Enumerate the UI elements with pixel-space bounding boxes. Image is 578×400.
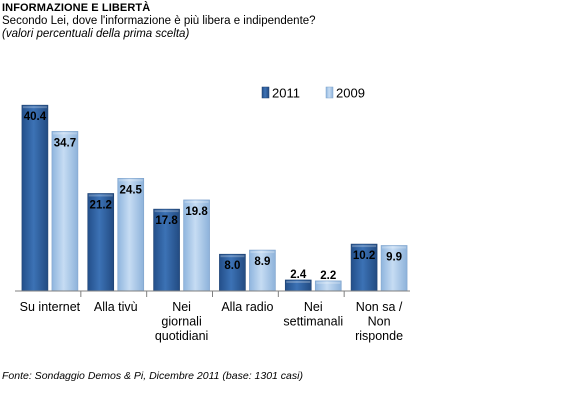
bar-highlight — [220, 255, 245, 258]
category-label-line: Non — [368, 315, 391, 329]
category-label-line: Nei — [172, 300, 191, 314]
category-label-line: quotidiani — [155, 329, 209, 343]
chart-subtitle: Secondo Lei, dove l'informazione è più l… — [2, 15, 316, 27]
legend-swatch-2009 — [325, 86, 334, 99]
category-label-line: settimanali — [283, 315, 343, 329]
category-label-2: Nei giornali quotidiani — [155, 300, 209, 343]
value-label-2009-0: 34.7 — [54, 137, 76, 149]
bar-2011-1 — [87, 193, 115, 292]
value-label-2009-1: 24.5 — [120, 184, 143, 196]
bar-2011-0 — [21, 104, 49, 292]
bar-highlight — [118, 179, 143, 182]
bars-group: 40.4 34.7 21.2 24.5 17.8 19.8 8.0 8.9 2.4 2.2 10.2… — [21, 104, 408, 292]
legend-label-2011: 2011 — [272, 86, 300, 101]
category-label-3: Alla radio — [221, 300, 273, 314]
bar-2009-3 — [249, 249, 276, 292]
value-label-2011-0: 40.4 — [24, 111, 47, 123]
category-label-4: Nei settimanali — [283, 300, 343, 329]
legend: 2011 2009 — [261, 86, 365, 101]
bar-highlight — [88, 194, 113, 197]
bar-2011-5 — [350, 243, 378, 292]
value-label-2011-2: 17.8 — [155, 215, 178, 227]
bar-2011-2 — [153, 208, 180, 292]
bar-highlight — [250, 251, 275, 254]
bar-highlight — [352, 245, 377, 248]
chart-title: INFORMAZIONE E LIBERTÀ — [2, 2, 151, 14]
value-label-2011-3: 8.0 — [224, 260, 240, 272]
bar-highlight — [154, 210, 179, 213]
value-label-2011-1: 21.2 — [90, 199, 112, 211]
value-label-2009-5: 9.9 — [386, 251, 402, 263]
bar-highlight — [286, 280, 311, 283]
value-label-2009-3: 8.9 — [254, 256, 270, 268]
value-label-2011-4: 2.4 — [290, 269, 307, 281]
value-label-2009-4: 2.2 — [320, 270, 336, 282]
bar-2009-0 — [51, 131, 79, 292]
bar-highlight — [184, 200, 209, 203]
category-label-line: giornali — [161, 315, 201, 329]
value-label-2011-5: 10.2 — [353, 250, 375, 262]
category-label-1: Alla tivù — [94, 300, 138, 314]
category-label-0: Su internet — [20, 300, 81, 314]
category-label-line: Non sa / — [356, 300, 403, 314]
bar-2009-2 — [183, 199, 210, 292]
category-label-line: risponde — [355, 329, 403, 343]
category-label-line: Alla tivù — [94, 300, 138, 314]
value-label-2009-2: 19.8 — [185, 206, 208, 218]
bar-2011-3 — [219, 253, 246, 292]
category-label-line: Nei — [304, 300, 323, 314]
bar-highlight — [52, 132, 77, 135]
legend-swatch-2011 — [261, 86, 270, 99]
bar-2009-5 — [380, 245, 408, 292]
category-label-line: Su internet — [20, 300, 81, 314]
bar-highlight — [22, 106, 47, 109]
bar-highlight — [382, 246, 407, 249]
category-label-5: Non sa / Non risponde — [355, 300, 403, 343]
chart-note: (valori percentuali della prima scelta) — [2, 28, 190, 40]
x-axis: Su internet Alla tivù Nei giornali quotidian… — [15, 290, 410, 343]
category-label-line: Alla radio — [221, 300, 273, 314]
source-note: Fonte: Sondaggio Demos & Pi, Dicembre 20… — [2, 370, 303, 382]
legend-label-2009: 2009 — [336, 86, 365, 101]
bar-highlight — [316, 281, 341, 284]
